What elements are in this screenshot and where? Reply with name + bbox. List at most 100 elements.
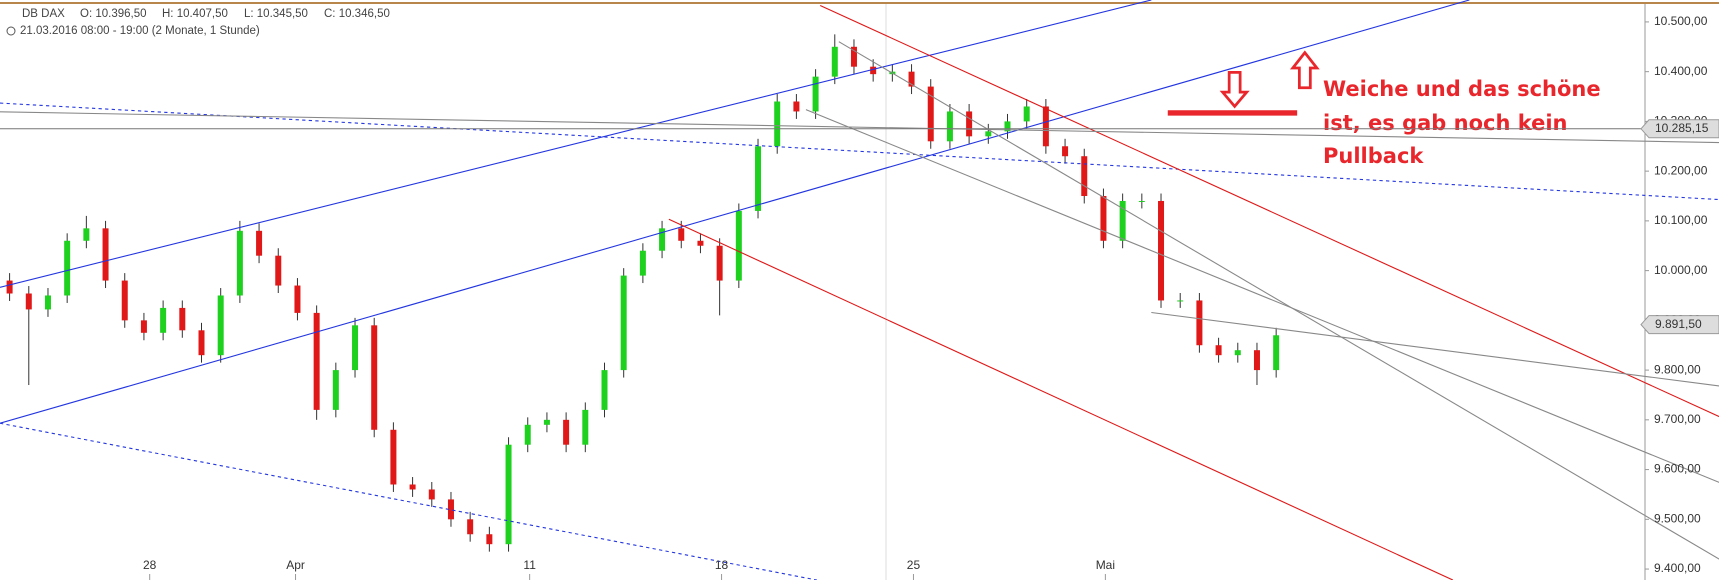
annotation-line: ist, es gab noch kein bbox=[1323, 111, 1568, 135]
candle-body bbox=[44, 295, 51, 310]
candle-body bbox=[659, 228, 666, 251]
y-tick-label: 10.400,00 bbox=[1654, 64, 1708, 78]
trend-line bbox=[838, 41, 1719, 560]
candle-body bbox=[505, 444, 512, 545]
close-value: C: 10.346,50 bbox=[324, 8, 390, 20]
candle-body bbox=[275, 255, 282, 286]
open-value: O: 10.396,50 bbox=[80, 8, 147, 20]
candle-body bbox=[1119, 200, 1126, 241]
y-tick-label: 9.800,00 bbox=[1654, 362, 1701, 376]
candle-body bbox=[1253, 350, 1260, 371]
candle-body bbox=[6, 280, 13, 294]
trend-line bbox=[805, 109, 1719, 483]
candle-body bbox=[428, 489, 435, 500]
period: 21.03.2016 08:00 - 19:00 (2 Monate, 1 St… bbox=[20, 25, 260, 37]
candle-body bbox=[543, 419, 550, 425]
candle-body bbox=[121, 280, 128, 321]
price-marker-label: 10.285,15 bbox=[1655, 121, 1709, 135]
x-tick-label: 18 bbox=[715, 558, 729, 572]
candle-body bbox=[812, 76, 819, 112]
candle-body bbox=[793, 101, 800, 112]
candle-body bbox=[236, 230, 243, 296]
candle-body bbox=[467, 519, 474, 535]
price-marker-label: 9.891,50 bbox=[1655, 317, 1702, 331]
x-tick-label: Apr bbox=[286, 558, 305, 572]
symbol: DB DAX bbox=[22, 8, 65, 20]
trend-line bbox=[668, 218, 1454, 580]
candle-body bbox=[25, 293, 32, 310]
high-value: H: 10.407,50 bbox=[162, 8, 228, 20]
x-tick-label: 28 bbox=[143, 558, 157, 572]
candle-body bbox=[985, 131, 992, 137]
candle-body bbox=[524, 424, 531, 445]
candle-body bbox=[1004, 121, 1011, 132]
candle-body bbox=[831, 46, 838, 77]
x-tick-label: 25 bbox=[907, 558, 921, 572]
candle-body bbox=[102, 228, 109, 281]
y-tick-label: 9.500,00 bbox=[1654, 511, 1701, 525]
candle-body bbox=[160, 307, 167, 333]
down-arrow bbox=[1219, 70, 1250, 109]
candle-body bbox=[390, 429, 397, 485]
annotation-line: Weiche und das schöne bbox=[1323, 77, 1601, 101]
candle-body bbox=[639, 250, 646, 276]
candle-body bbox=[1023, 106, 1030, 122]
candle-body bbox=[755, 146, 762, 211]
candle-body bbox=[678, 228, 685, 241]
candle-body bbox=[1138, 200, 1145, 202]
candle-body bbox=[927, 86, 934, 142]
candle-body bbox=[332, 370, 339, 410]
annotation-line: Pullback bbox=[1323, 144, 1424, 168]
candle-body bbox=[352, 325, 359, 371]
candle-body bbox=[908, 71, 915, 87]
candle-body bbox=[1100, 196, 1107, 241]
price-marker bbox=[1640, 119, 1719, 139]
trend-line bbox=[0, 0, 1470, 424]
y-tick-label: 9.400,00 bbox=[1654, 561, 1701, 575]
trend-line bbox=[0, 0, 1152, 288]
y-tick-label: 10.100,00 bbox=[1654, 213, 1708, 227]
candle-body bbox=[1196, 300, 1203, 346]
candle-body bbox=[563, 419, 570, 445]
candle-body bbox=[447, 499, 454, 520]
low-value: L: 10.345,50 bbox=[244, 8, 308, 20]
candle-body bbox=[1234, 350, 1241, 356]
trend-line bbox=[1151, 311, 1719, 387]
trend-line bbox=[0, 111, 1719, 144]
candle-body bbox=[486, 534, 493, 545]
candle-body bbox=[409, 484, 416, 490]
candle-body bbox=[1177, 300, 1184, 302]
candle-body bbox=[313, 312, 320, 410]
x-tick-label: 11 bbox=[523, 558, 536, 572]
up-arrow bbox=[1289, 50, 1320, 90]
candle-body bbox=[716, 245, 723, 281]
candle-body bbox=[620, 275, 627, 371]
candle-body bbox=[601, 370, 608, 410]
candle-body bbox=[697, 240, 704, 246]
candle-body bbox=[179, 307, 186, 331]
trend-line bbox=[819, 4, 1719, 418]
y-tick-label: 10.000,00 bbox=[1654, 263, 1708, 277]
candle-body bbox=[582, 409, 589, 445]
x-tick-label: Mai bbox=[1096, 558, 1115, 572]
candle-body bbox=[83, 228, 90, 241]
clock-icon bbox=[6, 26, 16, 36]
candle-body bbox=[1158, 200, 1165, 301]
candle-body bbox=[1215, 345, 1222, 356]
trend-line bbox=[0, 102, 1719, 201]
candle-body bbox=[294, 285, 301, 313]
candle-body bbox=[966, 111, 973, 137]
price-marker bbox=[1640, 315, 1719, 335]
candle-body bbox=[64, 240, 71, 296]
candle-body bbox=[198, 330, 205, 356]
candle-body bbox=[850, 46, 857, 67]
candle-body bbox=[140, 320, 147, 333]
candle-body bbox=[946, 111, 953, 142]
y-tick-label: 9.700,00 bbox=[1654, 412, 1701, 426]
candle-body bbox=[1081, 156, 1088, 197]
candle-body bbox=[1042, 106, 1049, 147]
candle-body bbox=[735, 210, 742, 281]
candles bbox=[6, 34, 1280, 552]
